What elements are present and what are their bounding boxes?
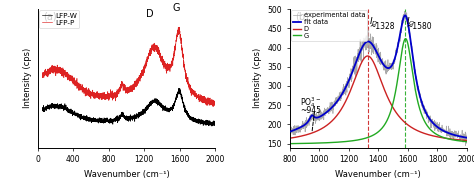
Line: LFP-W: LFP-W [42,88,215,126]
Line: G: G [290,39,467,144]
Y-axis label: Intensity (cps): Intensity (cps) [23,48,32,108]
D [346,92,352,94]
fit data [383,66,389,69]
experimental data [383,72,389,74]
Text: (a): (a) [43,12,57,22]
experimental data [310,116,316,119]
G [380,126,386,128]
Line: LFP-P: LFP-P [42,27,215,107]
G [310,142,316,144]
Text: $I_G$: $I_G$ [406,15,415,28]
Text: D: D [146,9,154,19]
LFP-P [59,72,65,74]
experimental data [464,137,470,140]
Text: (b): (b) [295,12,309,22]
LFP-W [113,118,119,121]
LFP-P [210,106,216,108]
Text: ~1328: ~1328 [369,22,394,31]
experimental data [463,144,468,147]
Legend: experimental data, fit data, D, G: experimental data, fit data, D, G [291,10,367,41]
Line: experimental data: experimental data [290,11,467,146]
LFP-P [176,26,182,28]
Text: ~1580: ~1580 [406,22,432,31]
D [287,137,292,139]
LFP-P [39,74,45,76]
LFP-P [113,94,119,96]
Line: fit data: fit data [290,15,467,138]
G [346,140,352,142]
D [384,94,390,96]
LFP-W [176,87,182,89]
G [403,38,409,40]
D [317,129,322,131]
fit data [287,131,292,133]
X-axis label: Wavenumber (cm⁻¹): Wavenumber (cm⁻¹) [84,170,169,179]
LFP-P [209,102,215,104]
LFP-W [39,109,45,111]
G [464,141,470,143]
D [364,55,369,57]
LFP-W [70,113,75,115]
LFP-P [212,102,218,104]
experimental data [364,49,369,51]
Y-axis label: Intensity (cps): Intensity (cps) [253,48,262,108]
D [365,55,371,57]
G [287,143,292,145]
LFP-W [191,118,196,121]
G [317,142,322,144]
LFP-W [209,125,215,127]
G [364,137,369,139]
LFP-W [59,107,65,109]
LFP-W [212,120,218,123]
fit data [346,78,352,80]
G [383,121,389,123]
Legend: LFP-W, LFP-P: LFP-W, LFP-P [39,10,79,28]
Text: G: G [173,3,180,13]
fit data [380,62,386,65]
fit data [310,115,316,117]
LFP-P [191,93,196,95]
fit data [317,116,322,118]
experimental data [346,73,352,75]
D [380,85,386,87]
LFP-W [106,121,111,123]
LFP-W [209,123,215,126]
X-axis label: Wavenumber (cm⁻¹): Wavenumber (cm⁻¹) [336,170,421,179]
Text: $I_D$: $I_D$ [369,15,378,28]
experimental data [317,117,322,120]
fit data [464,137,470,139]
D [310,132,316,134]
D [464,139,470,142]
Text: $\mathrm{PO_4^{3-}}$: $\mathrm{PO_4^{3-}}$ [300,96,321,110]
fit data [402,14,408,16]
Text: ~945: ~945 [300,106,321,115]
experimental data [287,128,292,131]
experimental data [401,10,407,12]
experimental data [380,60,386,62]
LFP-P [106,98,111,100]
Line: D: D [290,56,467,140]
LFP-P [70,77,75,79]
fit data [364,41,369,43]
